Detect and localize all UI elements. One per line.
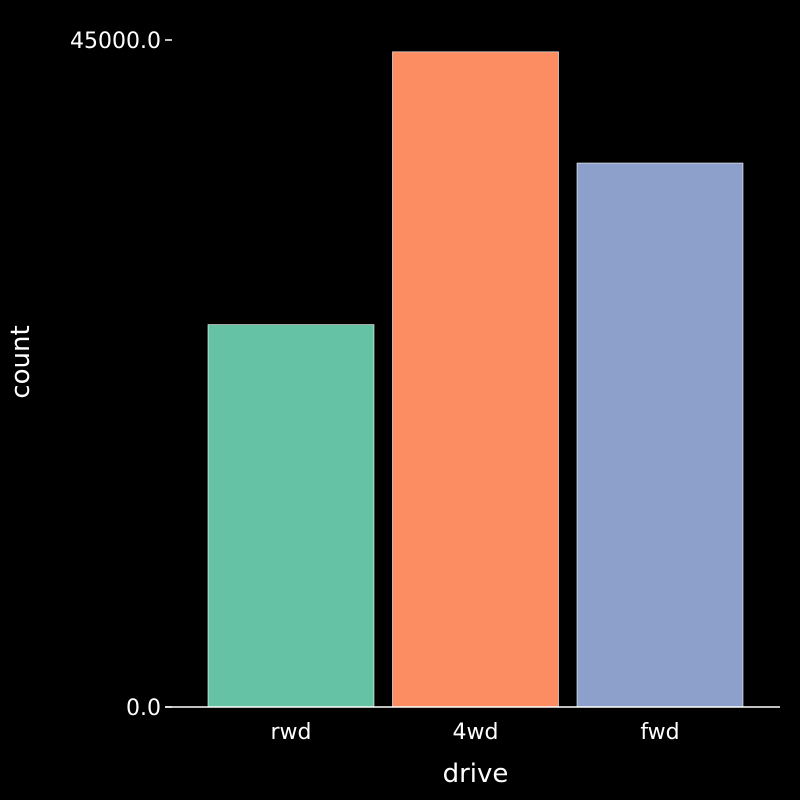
x-axis: rwd 4wd fwd bbox=[165, 706, 780, 745]
y-axis: 0.0 45000.0 bbox=[70, 29, 172, 721]
bars-layer bbox=[207, 51, 744, 708]
x-axis-title: drive bbox=[443, 759, 509, 789]
x-tick-label-fwd: fwd bbox=[640, 720, 679, 745]
y-axis-title: count bbox=[6, 325, 36, 398]
bar-rwd bbox=[207, 324, 375, 708]
x-tick-label-4wd: 4wd bbox=[453, 720, 499, 745]
x-tick-label-rwd: rwd bbox=[270, 720, 311, 745]
bar-4wd bbox=[392, 51, 559, 708]
y-tick-label: 45000.0 bbox=[70, 29, 161, 54]
y-tick-label: 0.0 bbox=[126, 696, 161, 721]
bar-fwd bbox=[576, 162, 744, 708]
